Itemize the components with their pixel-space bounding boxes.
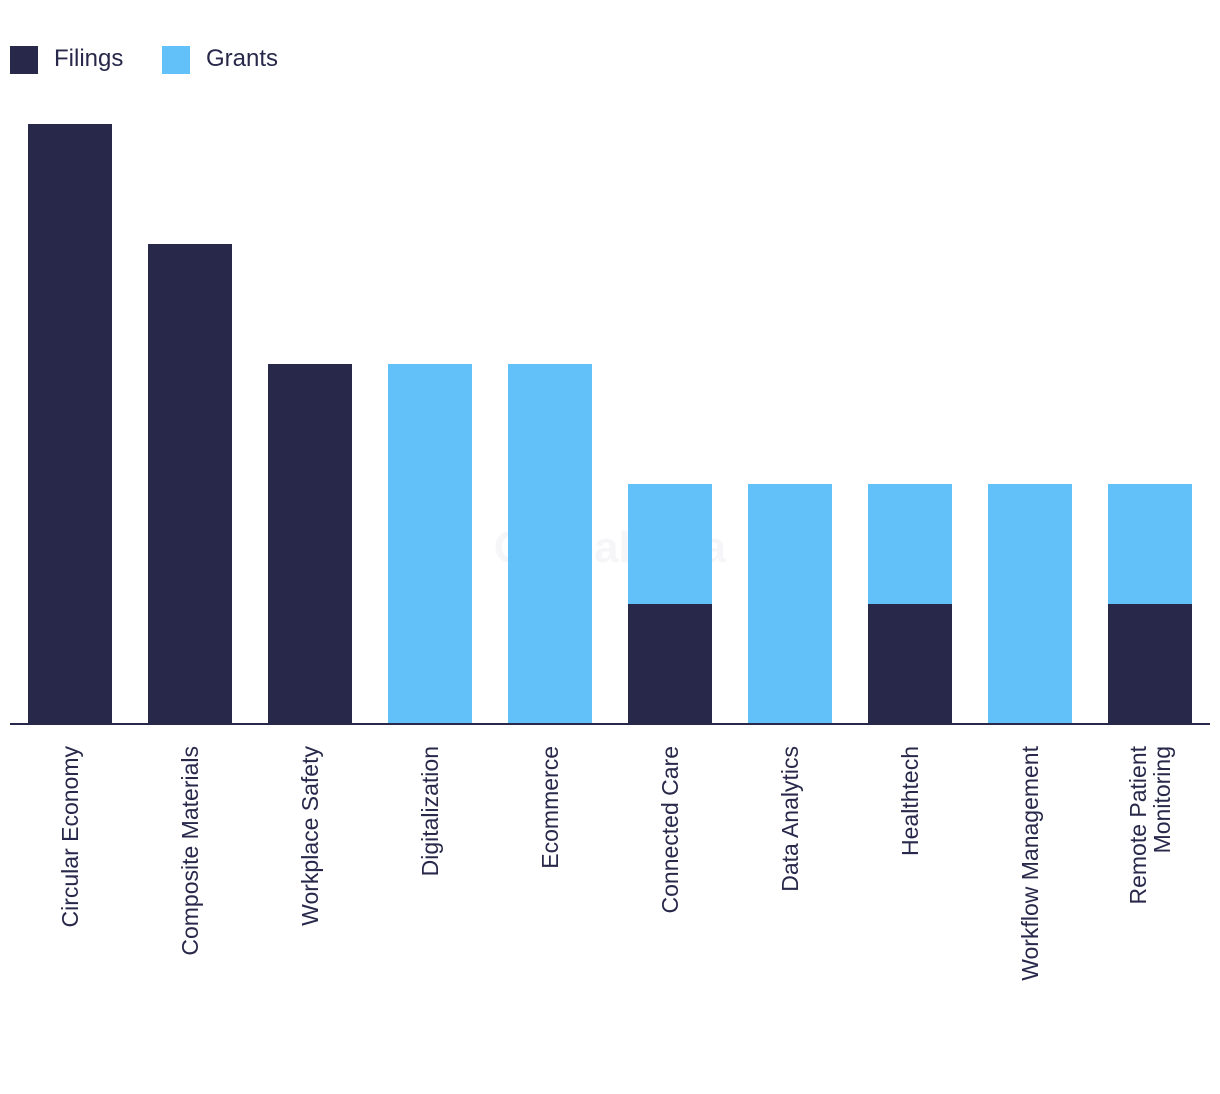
tick-label-group-2: Workplace Safety <box>297 746 323 926</box>
tick-label-group-1: Composite Materials <box>177 746 203 956</box>
tick-label: Connected Care <box>657 746 683 914</box>
tick-label: Circular Economy <box>57 746 83 928</box>
tick-label: Workplace Safety <box>297 746 323 926</box>
tick-label: Monitoring <box>1149 746 1175 853</box>
bar-filings-1 <box>148 244 232 724</box>
bar-grants-9 <box>1108 484 1192 604</box>
bar-filings-2 <box>268 364 352 724</box>
tick-label: Ecommerce <box>537 746 563 869</box>
bar-filings-0 <box>28 124 112 724</box>
tick-label: Remote Patient <box>1125 745 1151 904</box>
legend: Filings Grants <box>10 45 278 74</box>
tick-label: Digitalization <box>417 746 443 876</box>
bar-grants-5 <box>628 484 712 604</box>
x-axis-tick-labels: Circular Economy Composite Materials Workp… <box>57 745 1175 980</box>
bar-filings-5 <box>628 604 712 724</box>
bar-grants-3 <box>388 364 472 724</box>
tick-label-group-0: Circular Economy <box>57 746 83 928</box>
tick-label-group-8: Workflow Management <box>1017 745 1043 980</box>
tick-label: Healthtech <box>897 746 923 856</box>
bar-grants-8 <box>988 484 1072 724</box>
tick-label: Workflow Management <box>1017 745 1043 980</box>
bar-grants-6 <box>748 484 832 724</box>
bar-filings-7 <box>868 604 952 724</box>
tick-label: Composite Materials <box>177 746 203 956</box>
tick-label-group-4: Ecommerce <box>537 746 563 869</box>
bars <box>28 124 1192 724</box>
tick-label-group-6: Data Analytics <box>777 746 803 892</box>
legend-label-filings: Filings <box>54 45 123 72</box>
bar-grants-7 <box>868 484 952 604</box>
legend-label-grants: Grants <box>206 45 278 72</box>
legend-swatch-grants <box>162 46 190 74</box>
legend-swatch-filings <box>10 46 38 74</box>
tick-label-group-5: Connected Care <box>657 746 683 914</box>
tick-label-group-3: Digitalization <box>417 746 443 876</box>
bar-filings-9 <box>1108 604 1192 724</box>
tick-label-group-7: Healthtech <box>897 746 923 856</box>
bar-grants-4 <box>508 364 592 724</box>
tick-label: Data Analytics <box>777 746 803 892</box>
